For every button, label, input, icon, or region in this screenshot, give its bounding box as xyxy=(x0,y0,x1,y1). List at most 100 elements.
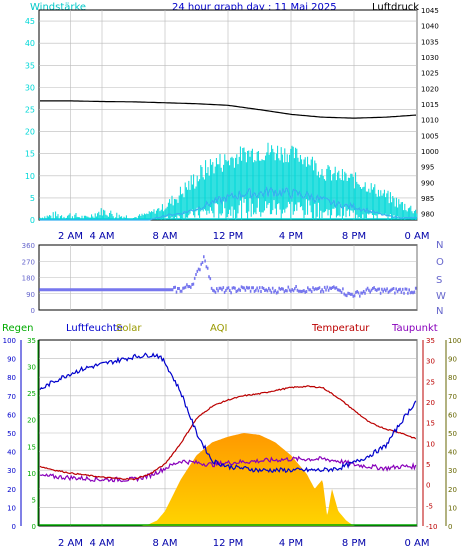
x-tick-label: 0 AM xyxy=(404,538,429,549)
temperature-tick-label: 25 xyxy=(426,378,435,386)
rain-tick-label: 15 xyxy=(27,443,36,451)
humidity-tick-label: 80 xyxy=(7,374,16,382)
climate-x-ticks: 2 AM 4 AM 8 AM 12 PM 4 PM 8 PM 0 AM xyxy=(58,538,430,549)
wind-direction-grid xyxy=(39,245,418,310)
humidity-tick-label: 40 xyxy=(7,449,16,457)
humidity-tick-label: 0 xyxy=(12,523,16,531)
x-tick-label: 2 AM xyxy=(58,231,83,242)
compass-label: N xyxy=(436,240,443,251)
x-tick-label: 8 PM xyxy=(342,231,366,242)
temperature-tick-label: 0 xyxy=(426,482,430,490)
pressure-tick-label: 985 xyxy=(421,195,434,203)
humidity-tick-label: 50 xyxy=(7,430,16,438)
legend-rain: Regen xyxy=(2,323,34,334)
temperature-tick-label: 35 xyxy=(426,337,435,345)
legend-humidity: Luftfeuchte xyxy=(66,323,123,334)
direction-degree-label: 180 xyxy=(22,275,35,283)
wind-direction-series xyxy=(39,255,417,298)
temperature-tick-label: 10 xyxy=(426,440,435,448)
wind-tick-label: 0 xyxy=(30,216,35,225)
pressure-tick-label: 1000 xyxy=(421,148,439,156)
pressure-tick-label: 1025 xyxy=(421,70,439,78)
pressure-tick-label: 980 xyxy=(421,211,434,219)
pressure-axis-title: Luftdruck xyxy=(372,2,419,13)
legend-temperature: Temperatur xyxy=(311,323,370,334)
temperature-tick-label: 5 xyxy=(426,461,430,469)
humidity-tick-label: 100 xyxy=(3,337,16,345)
temperature-tick-label: -5 xyxy=(426,502,433,510)
temperature-tick-label: 15 xyxy=(426,420,435,428)
pressure-tick-label: 1040 xyxy=(421,23,439,31)
humidity-tick-label: 70 xyxy=(7,393,16,401)
dewpoint-tick-label: 90 xyxy=(448,356,457,364)
pressure-tick-label: 1010 xyxy=(421,117,439,125)
pressure-tick-label: 1005 xyxy=(421,132,439,140)
dewpoint-tick-label: 80 xyxy=(448,374,457,382)
wind-direction-points xyxy=(39,255,417,298)
wind-pressure-series xyxy=(39,100,418,221)
dewpoint-tick-label: 10 xyxy=(448,504,457,512)
humidity-tick-label: 60 xyxy=(7,411,16,419)
pressure-tick-label: 995 xyxy=(421,164,434,172)
wind-pressure-x-ticks: 2 AM 4 AM 8 AM 12 PM 4 PM 8 PM 0 AM xyxy=(58,231,430,242)
legend-dewpoint: Taupunkt xyxy=(391,323,438,334)
compass-label: W xyxy=(436,291,446,302)
dewpoint-tick-label: 20 xyxy=(448,486,457,494)
x-tick-label: 0 AM xyxy=(404,231,429,242)
wind-tick-label: 40 xyxy=(25,39,35,48)
rain-tick-label: 35 xyxy=(27,337,36,345)
dewpoint-tick-label: 100 xyxy=(448,337,461,345)
direction-degree-label: 90 xyxy=(26,291,35,299)
rain-tick-label: 5 xyxy=(32,496,36,504)
solar-series xyxy=(39,433,417,526)
pressure-line xyxy=(40,100,417,119)
temperature-line xyxy=(39,385,417,481)
rain-tick-label: 10 xyxy=(27,470,36,478)
wind-tick-label: 15 xyxy=(25,150,35,159)
dewpoint-tick-label: 40 xyxy=(448,449,457,457)
dewpoint-tick-label: 60 xyxy=(448,411,457,419)
wind-tick-label: 5 xyxy=(30,194,35,203)
humidity-tick-label: 90 xyxy=(7,356,16,364)
rain-tick-label: 20 xyxy=(27,417,36,425)
wind-tick-label: 25 xyxy=(25,105,35,114)
humidity-tick-label: 10 xyxy=(7,504,16,512)
temperature-tick-label: -10 xyxy=(426,523,437,531)
x-tick-label: 8 PM xyxy=(342,538,366,549)
gust-line xyxy=(40,185,417,221)
x-tick-label: 8 AM xyxy=(152,538,177,549)
direction-degree-label: 270 xyxy=(22,258,35,266)
direction-degree-labels: 0 90 180 270 360 xyxy=(22,242,35,315)
wind-tick-label: 20 xyxy=(25,128,35,137)
temperature-tick-label: 20 xyxy=(426,399,435,407)
x-tick-label: 12 PM xyxy=(213,231,244,242)
humidity-tick-label: 20 xyxy=(7,486,16,494)
climate-tick-labels: 010203040506070809010005101520253035-10-… xyxy=(3,337,462,531)
wind-axis-title: Windstärke xyxy=(30,2,86,13)
x-tick-label: 2 AM xyxy=(58,538,83,549)
x-tick-label: 4 AM xyxy=(89,538,114,549)
graph-title: 24 hour graph day : 11 Mai 2025 xyxy=(172,2,337,13)
x-tick-label: 12 PM xyxy=(213,538,244,549)
wind-tick-label: 10 xyxy=(25,172,35,181)
pressure-tick-label: 1045 xyxy=(421,7,439,15)
compass-label: S xyxy=(436,275,442,286)
direction-degree-label: 0 xyxy=(31,307,35,315)
x-tick-label: 4 AM xyxy=(89,231,114,242)
x-tick-label: 8 AM xyxy=(152,231,177,242)
wind-tick-label: 35 xyxy=(25,61,35,70)
pressure-tick-label: 1015 xyxy=(421,101,439,109)
dewpoint-line xyxy=(39,455,417,483)
legend-solar: Solar xyxy=(116,323,142,334)
rain-tick-label: 0 xyxy=(32,523,36,531)
dewpoint-tick-label: 0 xyxy=(448,523,452,531)
wind-tick-labels: 0 5 10 15 20 25 30 35 40 45 xyxy=(25,17,35,225)
wind-tick-label: 30 xyxy=(25,83,35,92)
wind-pressure-grid xyxy=(39,10,418,220)
wind-tick-label: 45 xyxy=(25,17,35,26)
x-tick-label: 4 PM xyxy=(279,538,303,549)
pressure-tick-label: 1035 xyxy=(421,38,439,46)
rain-tick-label: 25 xyxy=(27,390,36,398)
humidity-line xyxy=(39,352,417,474)
